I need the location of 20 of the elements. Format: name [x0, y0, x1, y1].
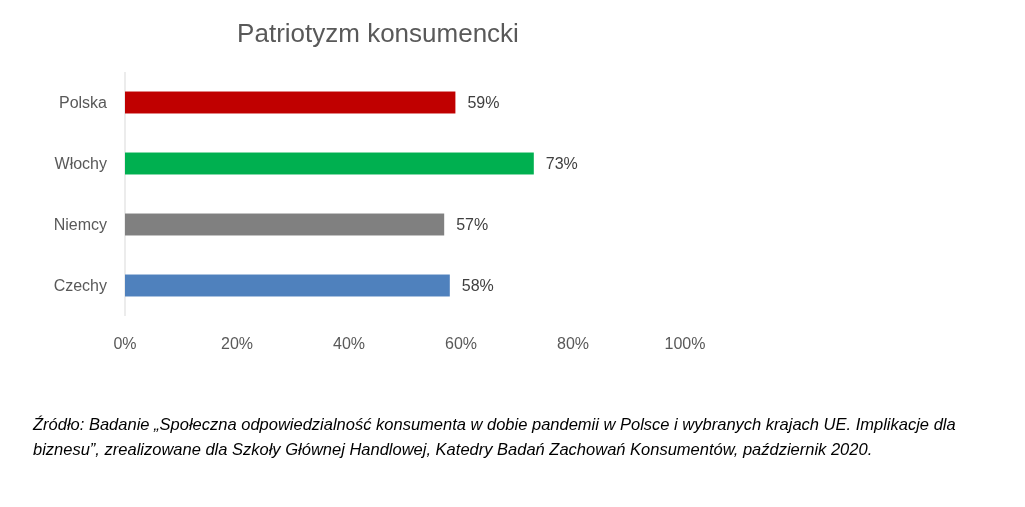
chart-title: Patriotyzm konsumencki	[237, 18, 519, 49]
x-tick-label: 60%	[444, 334, 478, 352]
data-label: 58%	[461, 277, 494, 295]
x-tick-label: 100%	[664, 334, 706, 352]
x-tick-label: 20%	[220, 334, 254, 352]
y-tick-label: Niemcy	[53, 216, 107, 234]
data-label: 57%	[456, 216, 489, 234]
x-tick-label: 0%	[113, 334, 137, 352]
y-tick-label: Polska	[58, 94, 108, 112]
x-tick-label: 80%	[556, 334, 590, 352]
bar	[125, 91, 456, 114]
x-tick-label: 40%	[332, 334, 366, 352]
y-tick-label: Czechy	[53, 277, 107, 295]
data-label: 59%	[467, 94, 500, 112]
y-tick-label: Włochy	[54, 155, 107, 173]
bar	[125, 152, 534, 175]
text: Źródło: Badanie „Społeczna odpowiedzialność konsumenta w dobie pandemii w Polsce i wybranych krajach UE. Implikacje dla biznesu”, zrealizowane dla Szkoły Głównej Handlowej, Katedry Badań Zachowań Konsumentów, październik 2020.	[32, 415, 956, 458]
bar	[125, 274, 450, 297]
bar	[125, 213, 445, 236]
data-label: 73%	[545, 155, 578, 173]
